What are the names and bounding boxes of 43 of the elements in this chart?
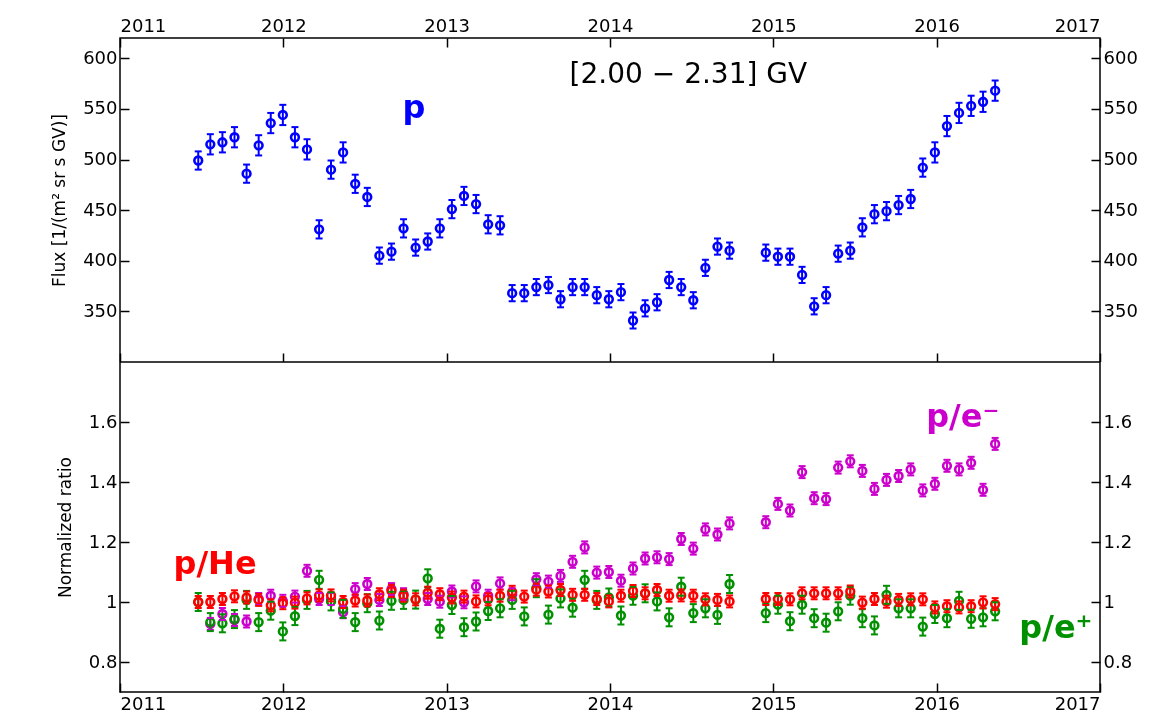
y2-tick-label: 450 — [1103, 198, 1138, 220]
y-tick-label: 550 — [83, 97, 118, 119]
x-tick-label: 2015 — [750, 692, 797, 714]
x-tick-label: 2017 — [1054, 14, 1101, 36]
y2-tick-label: 350 — [1103, 299, 1138, 321]
x-tick-label: 2015 — [750, 14, 797, 36]
x-tick-label: 2017 — [1054, 692, 1101, 714]
y2-tick-label: 400 — [1103, 249, 1138, 271]
x-tick-label: 2013 — [424, 14, 471, 36]
series-label: p/He — [173, 544, 257, 583]
y-tick-label: 1.2 — [88, 530, 118, 552]
y-tick-label: 1 — [106, 590, 118, 612]
x-tick-label: 2011 — [120, 14, 167, 36]
y2-tick-label: 1.6 — [1103, 410, 1133, 432]
x-tick-label: 2012 — [260, 692, 307, 714]
series-label: p/e⁻ — [926, 397, 1000, 436]
y-axis-title: Flux [1/(m² sr s GV)] — [49, 114, 70, 287]
x-tick-label: 2012 — [260, 14, 307, 36]
x-tick-label: 2014 — [587, 692, 634, 714]
y-tick-label: 600 — [83, 46, 118, 68]
y-tick-label: 500 — [83, 148, 118, 169]
y2-tick-label: 0.8 — [1103, 650, 1133, 672]
y-tick-label: 0.8 — [88, 650, 118, 672]
series-label: p/e⁺ — [1019, 608, 1093, 647]
y2-tick-label: 1.2 — [1103, 530, 1133, 552]
y-tick-label: 1.6 — [88, 410, 118, 432]
y-tick-label: 350 — [83, 299, 118, 321]
y2-tick-label: 550 — [1103, 97, 1138, 119]
y-tick-label: 450 — [83, 198, 118, 220]
x-tick-label: 2011 — [120, 692, 167, 714]
y2-tick-label: 1.4 — [1103, 470, 1133, 492]
annotation: [2.00 − 2.31] GV — [569, 56, 808, 90]
y-tick-label: 1.4 — [88, 470, 118, 492]
x-tick-label: 2016 — [914, 14, 961, 36]
y2-tick-label: 1 — [1103, 590, 1115, 612]
y-axis-title: Normalized ratio — [54, 456, 75, 599]
x-tick-label: 2016 — [914, 692, 961, 714]
y-tick-label: 400 — [83, 249, 118, 271]
y2-tick-label: 500 — [1103, 148, 1138, 169]
x-tick-label: 2013 — [424, 692, 471, 714]
y2-tick-label: 600 — [1103, 46, 1138, 68]
x-tick-label: 2014 — [587, 14, 634, 36]
series-label: p — [402, 87, 426, 126]
